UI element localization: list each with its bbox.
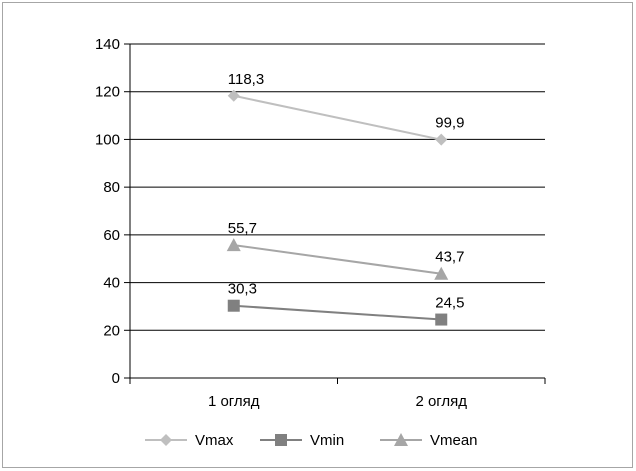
y-tick-label: 120 <box>95 84 120 101</box>
series-line-vmin <box>233 304 442 321</box>
data-label-vmean: 55,7 <box>228 220 257 237</box>
y-tick-label: 20 <box>103 322 120 339</box>
series-line-vmean <box>233 244 442 275</box>
legend-marker-vmax <box>160 434 172 446</box>
y-tick-label: 60 <box>103 227 120 244</box>
legend-label-vmean: Vmean <box>430 432 478 449</box>
legend-label-vmin: Vmin <box>310 432 344 449</box>
legend-marker-vmean <box>394 433 408 446</box>
x-tick-label: 1 огляд <box>208 393 260 410</box>
data-point-vmax <box>227 89 240 102</box>
series-line-vmax <box>233 94 442 141</box>
x-tick-label: 2 огляд <box>415 393 467 410</box>
data-label-vmax: 99,9 <box>435 115 464 132</box>
legend-label-vmax: Vmax <box>195 432 234 449</box>
data-point-vmean <box>434 266 449 280</box>
data-point-vmin <box>227 299 240 312</box>
data-point-vmean <box>226 238 241 252</box>
data-label-vmean: 43,7 <box>435 249 464 266</box>
data-label-vmin: 30,3 <box>228 281 257 298</box>
y-tick-label: 100 <box>95 131 120 148</box>
data-point-vmin <box>435 313 448 326</box>
y-tick-label: 80 <box>103 179 120 196</box>
legend-marker-vmin <box>275 434 287 446</box>
data-label-vmin: 24,5 <box>435 295 464 312</box>
y-tick-label: 140 <box>95 36 120 53</box>
y-tick-label: 40 <box>103 275 120 292</box>
y-tick-label: 0 <box>112 370 120 387</box>
data-label-vmax: 118,3 <box>228 71 264 88</box>
data-point-vmax <box>435 133 448 146</box>
